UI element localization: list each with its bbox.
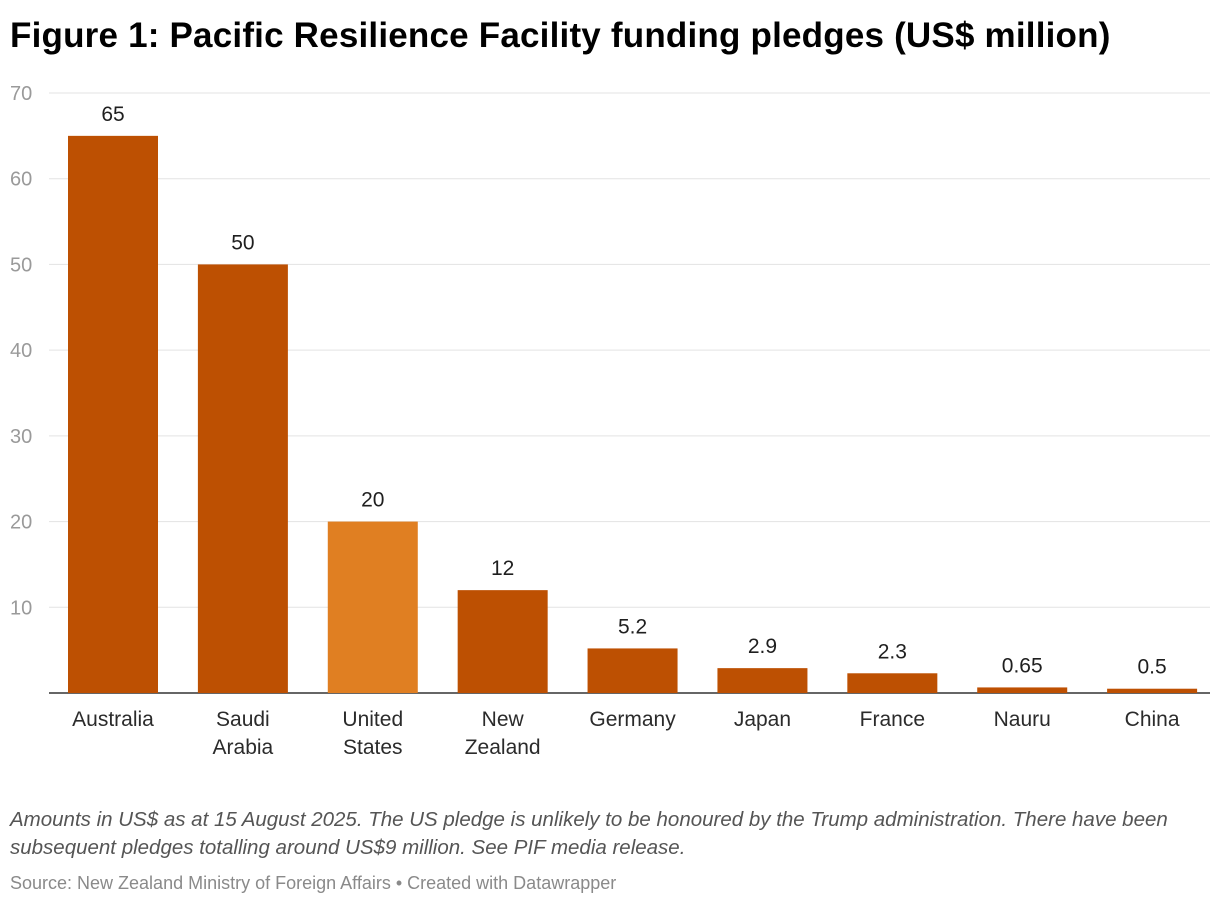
y-tick-label: 30 [10, 426, 32, 448]
value-label: 20 [361, 489, 384, 512]
value-label: 12 [491, 557, 514, 580]
category-label: Arabia [213, 736, 274, 759]
chart-title: Figure 1: Pacific Resilience Facility fu… [10, 16, 1111, 55]
bar-new-zealand [457, 590, 548, 693]
bar-saudi-arabia [197, 264, 288, 693]
y-tick-label: 20 [10, 512, 32, 534]
y-tick-label: 70 [10, 83, 32, 105]
bar-chart: 10 20 30 40 50 60 70 65 Australia 50 Saudi Arabia 20… [10, 83, 1210, 759]
bar-france [847, 673, 938, 693]
value-label: 2.3 [878, 640, 907, 663]
bar-germany [587, 648, 678, 693]
bar-nauru [977, 687, 1068, 693]
category-label: United [342, 708, 403, 731]
category-label: Saudi [216, 708, 270, 731]
y-tick-label: 40 [10, 340, 32, 362]
value-label: 2.9 [748, 635, 777, 658]
bars [68, 135, 1198, 693]
value-label: 50 [231, 231, 254, 254]
category-label: Japan [734, 708, 791, 731]
bar-australia [68, 135, 158, 693]
category-label: New [482, 708, 525, 731]
category-label: Nauru [994, 708, 1051, 731]
bar-china [1107, 688, 1198, 693]
value-label: 65 [101, 103, 124, 126]
category-label: Germany [589, 708, 676, 731]
y-tick-label: 10 [10, 597, 32, 619]
category-label: China [1125, 708, 1180, 731]
category-label: Zealand [465, 736, 541, 759]
chart-source: Source: New Zealand Ministry of Foreign … [10, 873, 617, 893]
category-label: Australia [72, 708, 154, 731]
value-label: 0.65 [1002, 654, 1043, 677]
category-label: France [860, 708, 925, 731]
labels: 10 20 30 40 50 60 70 65 Australia 50 Saudi Arabia 20… [10, 83, 1180, 759]
value-label: 5.2 [618, 615, 647, 638]
chart-notes: Amounts in US$ as at 15 August 2025. The… [10, 808, 1168, 859]
bar-united-states [327, 521, 418, 693]
y-tick-label: 60 [10, 169, 32, 191]
y-tick-label: 50 [10, 254, 32, 276]
value-label: 0.5 [1138, 656, 1167, 679]
category-label: States [343, 736, 403, 759]
bar-japan [717, 668, 808, 693]
